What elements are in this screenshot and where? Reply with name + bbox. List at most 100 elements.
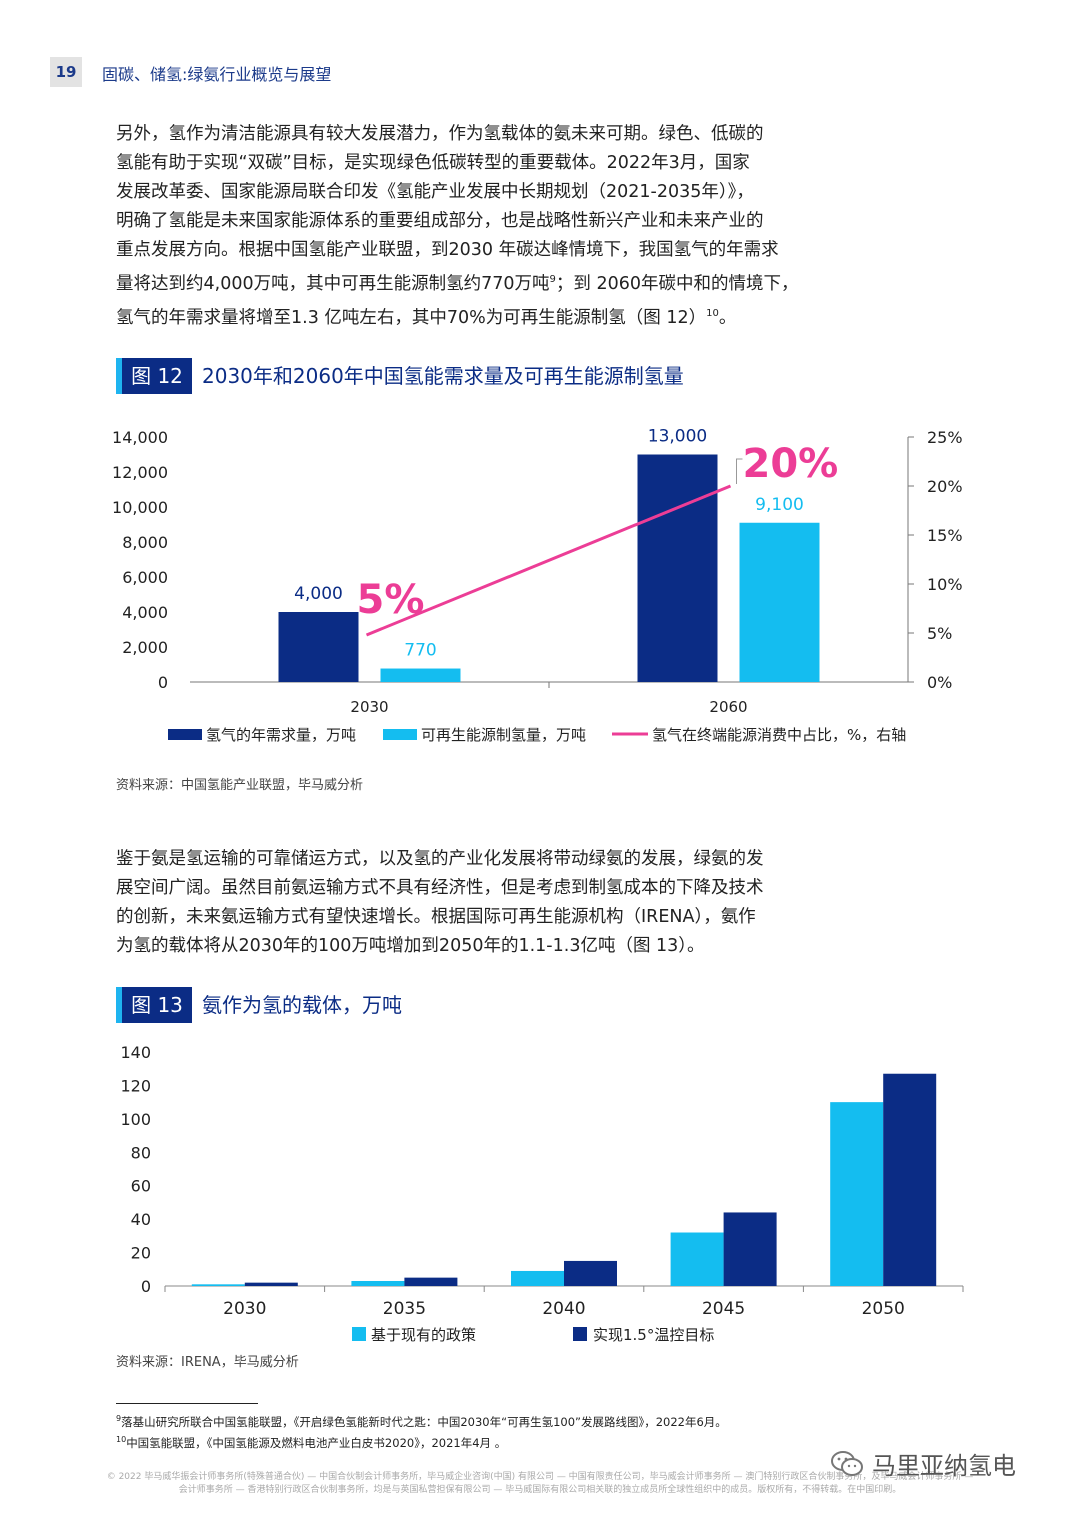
- bar-current-policy-2045: [670, 1232, 724, 1286]
- figure-title: 2030年和2060年中国氢能需求量及可再生能源制氢量: [202, 364, 684, 388]
- text-run: ；到 2060年碳中和的情境下，: [555, 273, 799, 294]
- paragraph-line: 明确了氢能是未来国家能源体系的重要组成部分，也是战略性新兴产业和未来产业的: [116, 211, 764, 231]
- legend-swatch-renewable: [383, 729, 417, 740]
- accent-bar: [116, 358, 122, 394]
- x-tick-label: 2050: [862, 1299, 905, 1319]
- x-tick-label: 2045: [702, 1299, 745, 1319]
- y2-tick-label: 20%: [927, 477, 963, 496]
- y-tick-label: 6,000: [122, 568, 168, 587]
- y-tick-label: 0: [141, 1277, 151, 1296]
- text-run: 。: [718, 307, 737, 328]
- watermark-text: 马里亚纳氢电: [872, 1452, 1016, 1480]
- figure-13-heading: 图 13 氨作为氢的载体，万吨: [116, 987, 976, 1023]
- paragraph-1: 另外，氢作为清洁能源具有较大发展潜力，作为氢载体的氨未来可期。绿色、低碳的 氢能…: [116, 120, 836, 333]
- paragraph-line: 鉴于氨是氢运输的可靠储运方式，以及氢的产业化发展将带动绿氨的发展，绿氨的发: [116, 849, 764, 869]
- line-data-label-2060: 20%: [743, 441, 839, 487]
- y-tick-label: 100: [120, 1110, 151, 1129]
- bar-renewable-2030: [380, 668, 461, 682]
- x-tick-label: 2060: [709, 698, 747, 716]
- line-share-series: [365, 484, 732, 637]
- footnote-number: 10: [116, 1435, 127, 1445]
- x-tick-label: 2030: [350, 698, 388, 716]
- paragraph-line: 为氢的载体将从2030年的100万吨增加到2050年的1.1-1.3亿吨（图 1…: [116, 936, 705, 956]
- legend-label: 基于现有的政策: [371, 1326, 476, 1344]
- y-tick-label: 2,000: [122, 638, 168, 657]
- y-tick-label: 10,000: [112, 498, 168, 517]
- watermark: 马里亚纳氢电: [830, 1446, 1016, 1481]
- figure-12-source: 资料来源：中国氢能产业联盟，毕马威分析: [116, 778, 364, 793]
- figure-label: 图 12: [122, 358, 192, 394]
- y-tick-label: 140: [120, 1043, 151, 1062]
- bar-data-label: 770: [404, 641, 436, 661]
- footnote-10: 10中国氢能联盟，《中国氢能源及燃料电池产业白皮书2020》，2021年4月 。: [116, 1435, 506, 1451]
- legend-label: 氢气的年需求量，万吨: [206, 726, 356, 744]
- legend-swatch-current-policy: [352, 1327, 366, 1341]
- x-tick-label: 2040: [542, 1299, 585, 1319]
- paragraph-line: 另外，氢作为清洁能源具有较大发展潜力，作为氢载体的氨未来可期。绿色、低碳的: [116, 124, 764, 144]
- y2-tick-label: 25%: [927, 428, 963, 447]
- legend-swatch-demand: [168, 729, 202, 740]
- y-tick-label: 8,000: [122, 533, 168, 552]
- text-run: 氢气的年需求量将增至1.3 亿吨左右，其中70%为可再生能源制氢（图 12）: [116, 307, 707, 328]
- bar-demand-2060: [637, 454, 718, 682]
- footnote-text: 落基山研究所联合中国氢能联盟，《开启绿色氢能新时代之匙：中国2030年“可再生氢…: [121, 1415, 727, 1429]
- bar-1-5c-target-2040: [564, 1260, 617, 1286]
- y2-tick-label: 5%: [927, 624, 952, 643]
- bar-current-policy-2035: [351, 1280, 405, 1286]
- footnote-ref-10[interactable]: 10: [706, 307, 719, 319]
- copyright-notice: © 2022 毕马威华振会计师事务所(特殊普通合伙) — 中国合伙制会计师事务所…: [100, 1471, 980, 1497]
- bar-current-policy-2030: [191, 1284, 245, 1286]
- legend-label: 可再生能源制氢量，万吨: [421, 726, 586, 744]
- page-title: 固碳、储氢:绿氨行业概览与展望: [102, 65, 332, 84]
- legend-swatch-1-5c-target: [573, 1327, 587, 1341]
- paragraph-line: 展空间广阔。虽然目前氨运输方式不具有经济性，但是考虑到制氢成本的下降及技术: [116, 878, 764, 898]
- y-tick-label: 80: [131, 1143, 151, 1162]
- bar-data-label: 4,000: [294, 584, 343, 604]
- paragraph-2: 鉴于氨是氢运输的可靠储运方式，以及氢的产业化发展将带动绿氨的发展，绿氨的发 展空…: [116, 845, 836, 961]
- footnote-number: 9: [116, 1414, 122, 1424]
- legend-label: 氢气在终端能源消费中占比，%，右轴: [652, 726, 906, 744]
- bar-1-5c-target-2045: [723, 1212, 777, 1286]
- bar-data-label: 13,000: [648, 427, 707, 447]
- y-tick-label: 4,000: [122, 603, 168, 622]
- callout-leader: [736, 458, 743, 484]
- copyright-line: © 2022 毕马威华振会计师事务所(特殊普通合伙) — 中国合伙制会计师事务所…: [106, 1472, 974, 1482]
- bar-demand-2030: [278, 612, 359, 682]
- bar-data-label: 9,100: [755, 495, 804, 515]
- y-tick-label: 20: [131, 1244, 151, 1263]
- y-tick-label: 0: [158, 673, 168, 692]
- footnote-text: 中国氢能联盟，《中国氢能源及燃料电池产业白皮书2020》，2021年4月 。: [126, 1436, 507, 1450]
- footnote-9: 9落基山研究所联合中国氢能联盟，《开启绿色氢能新时代之匙：中国2030年“可再生…: [116, 1414, 727, 1430]
- bar-current-policy-2040: [511, 1270, 564, 1286]
- y2-tick-label: 15%: [927, 526, 963, 545]
- paragraph-line: 发展改革委、国家能源局联合印发《氢能产业发展中长期规划（2021-2035年）》…: [116, 182, 754, 202]
- paragraph-line: 重点发展方向。根据中国氢能产业联盟，到2030 年碳达峰情境下，我国氢气的年需求: [116, 240, 779, 260]
- page-number: 19: [50, 57, 82, 87]
- figure-title: 氨作为氢的载体，万吨: [202, 993, 402, 1017]
- x-tick-label: 2030: [223, 1299, 266, 1319]
- bar-renewable-2060: [739, 522, 820, 682]
- paragraph-line: 氢气的年需求量将增至1.3 亿吨左右，其中70%为可再生能源制氢（图 12）10…: [116, 299, 836, 333]
- y2-tick-label: 0%: [927, 673, 952, 692]
- x-tick-label: 2035: [383, 1299, 426, 1319]
- paragraph-line: 量将达到约4,000万吨，其中可再生能源制氢约770万吨9；到 2060年碳中和…: [116, 265, 836, 299]
- y-tick-label: 40: [131, 1210, 151, 1229]
- paragraph-line: 氢能有助于实现“双碳”目标，是实现绿色低碳转型的重要载体。2022年3月，国家: [116, 153, 750, 173]
- figure-12-heading: 图 12 2030年和2060年中国氢能需求量及可再生能源制氢量: [116, 358, 976, 394]
- bar-current-policy-2050: [830, 1102, 884, 1286]
- figure-12-chart: 0 2,000 4,000 6,000 8,000 10,000 12,000 14,000 0…: [112, 427, 963, 745]
- line-data-label-2030: 5%: [357, 577, 425, 623]
- bar-1-5c-target-2035: [404, 1277, 458, 1286]
- bar-1-5c-target-2030: [244, 1282, 298, 1286]
- y-tick-label: 14,000: [112, 428, 168, 447]
- footnote-ref-9[interactable]: 9: [549, 274, 556, 285]
- footnote-divider: [116, 1403, 258, 1404]
- accent-bar: [116, 987, 122, 1023]
- legend-label: 实现1.5°温控目标: [593, 1326, 714, 1344]
- bar-1-5c-target-2050: [883, 1073, 937, 1286]
- y-tick-label: 12,000: [112, 463, 168, 482]
- figure-13-source: 资料来源：IRENA，毕马威分析: [116, 1355, 299, 1370]
- paragraph-line: 的创新，未来氨运输方式有望快速增长。根据国际可再生能源机构（IRENA），氨作: [116, 907, 756, 927]
- figure-label: 图 13: [122, 987, 192, 1023]
